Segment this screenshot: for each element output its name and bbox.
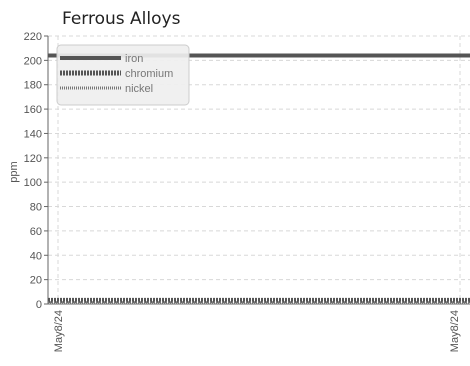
y-tick-label: 0: [36, 299, 42, 311]
legend-label: nickel: [125, 83, 153, 95]
y-tick-label: 40: [30, 250, 42, 262]
x-tick-label: May8/24: [449, 310, 461, 352]
legend-label: chromium: [125, 68, 173, 80]
y-tick-label: 20: [30, 275, 42, 287]
y-tick-label: 200: [24, 55, 42, 67]
legend[interactable]: iron chromium nickel: [56, 44, 190, 106]
chart-title: Ferrous Alloys: [62, 9, 181, 29]
y-tick-label: 60: [30, 226, 42, 238]
legend-item-iron[interactable]: iron: [60, 53, 143, 65]
y-tick-label: 160: [24, 104, 42, 116]
y-axis-label: ppm: [8, 161, 20, 182]
legend-item-chromium[interactable]: chromium: [60, 68, 173, 80]
x-tick-label: May8/24: [53, 310, 65, 352]
y-tick-label: 140: [24, 128, 42, 140]
legend-label: iron: [125, 53, 143, 65]
series-lines: [48, 53, 470, 305]
legend-item-nickel[interactable]: nickel: [60, 83, 153, 95]
y-tick-label: 180: [24, 80, 42, 92]
y-tick-label: 120: [24, 153, 42, 165]
y-ticks: 0 20 40 60 80 100 120 140 160 180 200 220: [24, 31, 48, 311]
y-tick-label: 100: [24, 177, 42, 189]
y-tick-label: 80: [30, 202, 42, 214]
y-tick-label: 220: [24, 31, 42, 43]
x-ticks: May8/24 May8/24: [53, 310, 461, 352]
